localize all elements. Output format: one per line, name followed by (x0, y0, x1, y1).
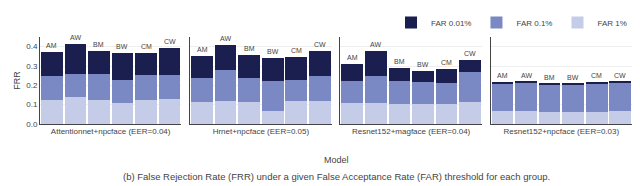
svg-text:BW: BW (267, 48, 279, 55)
svg-text:AM: AM (497, 72, 508, 79)
svg-text:AM: AM (347, 54, 358, 61)
svg-text:CM: CM (591, 72, 602, 79)
svg-text:FAR 1%: FAR 1% (597, 19, 626, 28)
svg-text:CW: CW (464, 50, 476, 57)
svg-text:0.1: 0.1 (26, 100, 38, 109)
svg-text:0.0: 0.0 (26, 120, 38, 129)
svg-text:BM: BM (93, 41, 104, 48)
svg-text:AW: AW (70, 34, 81, 41)
svg-text:Model: Model (324, 155, 349, 165)
svg-text:0.2: 0.2 (26, 81, 38, 90)
svg-text:0.4: 0.4 (26, 42, 38, 51)
svg-text:FRR: FRR (12, 71, 22, 90)
svg-text:Resnet152+magface (EER=0.04): Resnet152+magface (EER=0.04) (352, 127, 471, 136)
svg-text:BW: BW (567, 74, 579, 81)
svg-text:BM: BM (394, 58, 405, 65)
svg-text:BM: BM (544, 74, 555, 81)
svg-text:CM: CM (441, 59, 452, 66)
svg-text:AM: AM (46, 42, 57, 49)
svg-text:BM: BM (244, 45, 255, 52)
svg-text:CW: CW (614, 72, 626, 79)
svg-text:CW: CW (164, 38, 176, 45)
svg-text:Attentionnet+npcface (EER=0.04: Attentionnet+npcface (EER=0.04) (51, 127, 171, 136)
svg-text:CM: CM (291, 47, 302, 54)
svg-text:CM: CM (141, 43, 152, 50)
svg-text:FAR 0.01%: FAR 0.01% (431, 19, 471, 28)
svg-text:BW: BW (417, 61, 429, 68)
svg-text:Resnet152+npcface (EER=0.03): Resnet152+npcface (EER=0.03) (504, 127, 620, 136)
svg-text:AM: AM (197, 46, 208, 53)
svg-text:Hrnet+npcface (EER=0.05): Hrnet+npcface (EER=0.05) (213, 127, 310, 136)
svg-text:0.3: 0.3 (26, 62, 38, 71)
svg-text:FAR 0.1%: FAR 0.1% (516, 19, 552, 28)
svg-text:AW: AW (521, 72, 532, 79)
svg-text:(b) False Rejection Rate (FRR): (b) False Rejection Rate (FRR) under a g… (123, 171, 550, 182)
svg-text:AW: AW (220, 35, 231, 42)
svg-text:CW: CW (314, 41, 326, 48)
svg-text:AW: AW (370, 41, 381, 48)
svg-text:BW: BW (116, 43, 128, 50)
